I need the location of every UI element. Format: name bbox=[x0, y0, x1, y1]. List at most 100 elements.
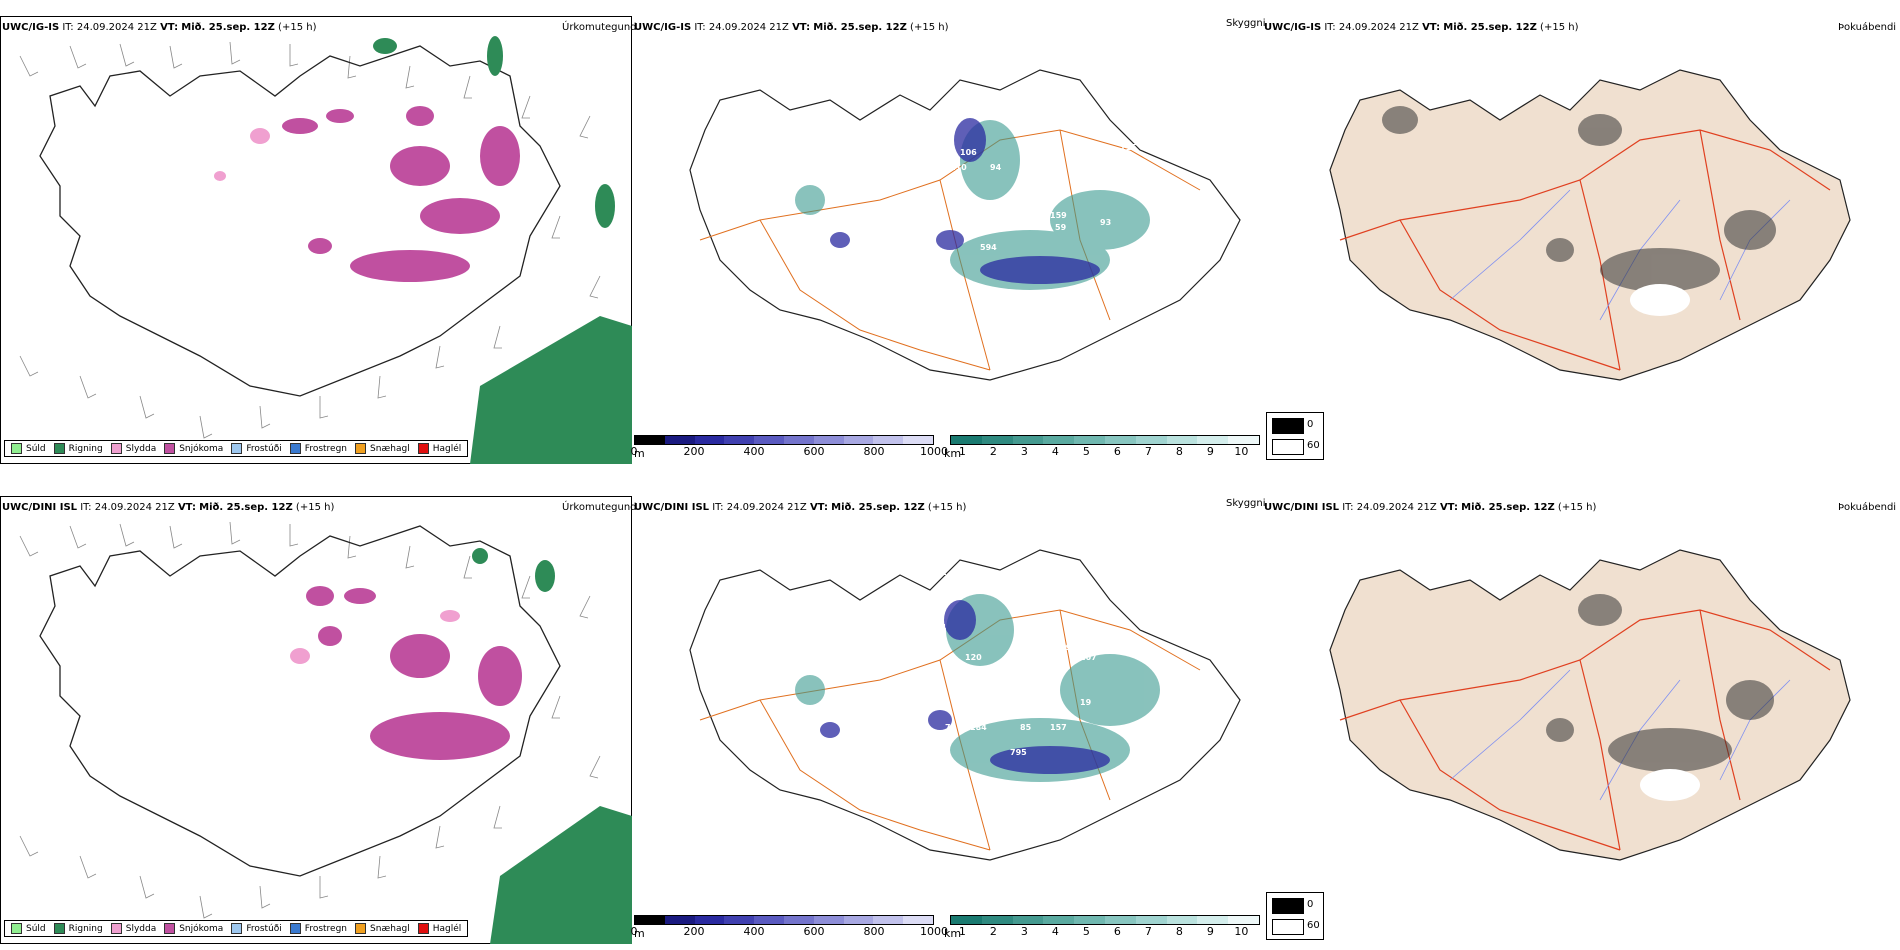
tick-label: 1 bbox=[958, 925, 966, 938]
model-name: UWC/IG-IS bbox=[2, 22, 60, 33]
snow-unit: m bbox=[634, 927, 645, 940]
snow-header-1: UWC/IG-IS IT: 24.09.2024 21Z VT: Mið. 25… bbox=[634, 22, 948, 33]
tick-label: 400 bbox=[743, 925, 765, 938]
iceland-land bbox=[1329, 69, 1851, 381]
swatch-icon bbox=[417, 923, 429, 934]
snow-map-2: 112 25 44 65 77 57 88 72 184 180 85 157 795 106 120 190… bbox=[689, 549, 1241, 861]
swatch-icon bbox=[355, 443, 367, 454]
valid-time: Mið. 25.sep. 12Z bbox=[199, 502, 293, 513]
swatch-icon bbox=[11, 923, 22, 934]
valid-label: VT: bbox=[1422, 22, 1441, 33]
swatch-icon bbox=[53, 923, 65, 934]
init-time: IT: 24.09.2024 21Z bbox=[80, 502, 175, 513]
tick-label: 6 bbox=[1113, 445, 1121, 458]
wind-barbs bbox=[19, 41, 601, 439]
fog-roads bbox=[1339, 609, 1831, 851]
snow-depth-value: 27 bbox=[1070, 623, 1081, 632]
fog-roads bbox=[1339, 129, 1831, 371]
model-name: UWC/DINI ISL bbox=[1264, 502, 1340, 513]
snow-depth-value: 112 bbox=[930, 568, 947, 577]
fog-low-swatch bbox=[1272, 919, 1304, 935]
clear-area bbox=[1640, 769, 1700, 801]
fog-areas bbox=[1382, 106, 1776, 292]
swatch-icon bbox=[231, 923, 243, 934]
tick-label: 7 bbox=[1144, 925, 1152, 938]
snow-depth-value: 107 bbox=[915, 203, 932, 212]
valid-label: VT: bbox=[809, 502, 828, 513]
valid-label: VT: bbox=[177, 502, 196, 513]
precip-map-frame bbox=[0, 16, 632, 464]
swatch-icon bbox=[289, 923, 301, 934]
fog-map-1 bbox=[1329, 69, 1851, 381]
tick-label: 9 bbox=[1206, 445, 1214, 458]
rain-areas bbox=[472, 548, 632, 944]
snow-depth-value: 110 bbox=[950, 163, 967, 172]
init-time: IT: 24.09.2024 21Z bbox=[712, 502, 807, 513]
sleet-areas bbox=[290, 610, 460, 664]
legend-label: Haglél bbox=[432, 923, 462, 934]
legend-label: Súld bbox=[26, 443, 46, 454]
snow-depth-colorbar-1: 0 200 400 600 800 1000 bbox=[630, 435, 948, 458]
snow-depth-value: 65 bbox=[760, 683, 772, 692]
tick-label: 4 bbox=[1051, 925, 1059, 938]
swatch-icon bbox=[11, 443, 22, 454]
iceland-land bbox=[1329, 549, 1851, 861]
tick-label: 7 bbox=[1144, 445, 1152, 458]
snow-unit: m bbox=[634, 447, 645, 460]
iceland-outline bbox=[39, 525, 561, 877]
tick-label: 5 bbox=[1082, 445, 1090, 458]
tick-label: 400 bbox=[743, 445, 765, 458]
precip-legend-1: Súld Rigning Slydda Snjókoma Frostúði Fr… bbox=[4, 440, 469, 457]
visibility-areas bbox=[795, 594, 1160, 782]
visibility-colorbar-1: 1 2 3 4 5 6 7 8 9 10 bbox=[950, 435, 1260, 458]
snow-depth-areas bbox=[820, 600, 1110, 774]
snow-depth-value: 38 bbox=[755, 198, 767, 207]
precip-title: Úrkomutegund bbox=[562, 502, 637, 513]
snow-depth-value: 77 bbox=[845, 698, 856, 707]
legend-item: Snæhagl bbox=[355, 923, 410, 934]
fog-low-swatch bbox=[1272, 439, 1304, 455]
iceland-outline bbox=[689, 69, 1241, 381]
valid-time: Mið. 25.sep. 12Z bbox=[831, 502, 925, 513]
tick-label: 600 bbox=[803, 925, 825, 938]
precip-title: Úrkomutegund bbox=[562, 22, 637, 33]
snow-depth-value: 184 bbox=[970, 723, 987, 732]
tick-label: 0 bbox=[630, 925, 638, 938]
legend-item: Súld bbox=[11, 923, 46, 934]
tick-label: 0 bbox=[630, 445, 638, 458]
tick-label: 8 bbox=[1175, 925, 1183, 938]
legend-label: Súld bbox=[26, 923, 46, 934]
fog-legend-1: 0 60 bbox=[1266, 412, 1324, 460]
legend-item: Rigning bbox=[53, 443, 103, 454]
model-name: UWC/DINI ISL bbox=[2, 502, 78, 513]
tick-label: 10 bbox=[1234, 925, 1249, 938]
legend-item: Slydda bbox=[110, 923, 156, 934]
snow-depth-colorbar-2: 0 200 400 600 800 1000 bbox=[630, 915, 948, 938]
wind-barbs bbox=[19, 521, 601, 919]
precip-header-1: UWC/IG-IS IT: 24.09.2024 21Z VT: Mið. 25… bbox=[2, 22, 316, 33]
snow-depth-value: 115 bbox=[1120, 143, 1137, 152]
tick-label: 10 bbox=[1234, 445, 1249, 458]
snow-depth-value: 136 bbox=[900, 153, 917, 162]
tick-label: 6 bbox=[1113, 925, 1121, 938]
init-time: IT: 24.09.2024 21Z bbox=[62, 22, 157, 33]
lead-time: (+15 h) bbox=[1557, 502, 1597, 513]
legend-label: Frostregn bbox=[304, 443, 348, 454]
snow-depth-value: 157 bbox=[1050, 723, 1067, 732]
legend-item: Snjókoma bbox=[164, 443, 223, 454]
snow-depth-value: 594 bbox=[980, 243, 997, 252]
legend-label: Snjókoma bbox=[179, 443, 224, 454]
snow-areas bbox=[306, 586, 522, 760]
legend-item: Snjókoma bbox=[164, 923, 223, 934]
valid-label: VT: bbox=[1439, 502, 1458, 513]
snow-depth-value: 57 bbox=[790, 183, 801, 192]
tick-label: 200 bbox=[683, 925, 705, 938]
vis-unit: km bbox=[944, 447, 962, 460]
snow-depth-value: 44 bbox=[935, 623, 947, 632]
init-time: IT: 24.09.2024 21Z bbox=[1342, 502, 1437, 513]
visibility-colorbar-2: 1 2 3 4 5 6 7 8 9 10 bbox=[950, 915, 1260, 938]
fog-title: Þokuábendi bbox=[1838, 22, 1897, 33]
precip-legend-2: Súld Rigning Slydda Snjókoma Frostúði Fr… bbox=[4, 920, 469, 937]
